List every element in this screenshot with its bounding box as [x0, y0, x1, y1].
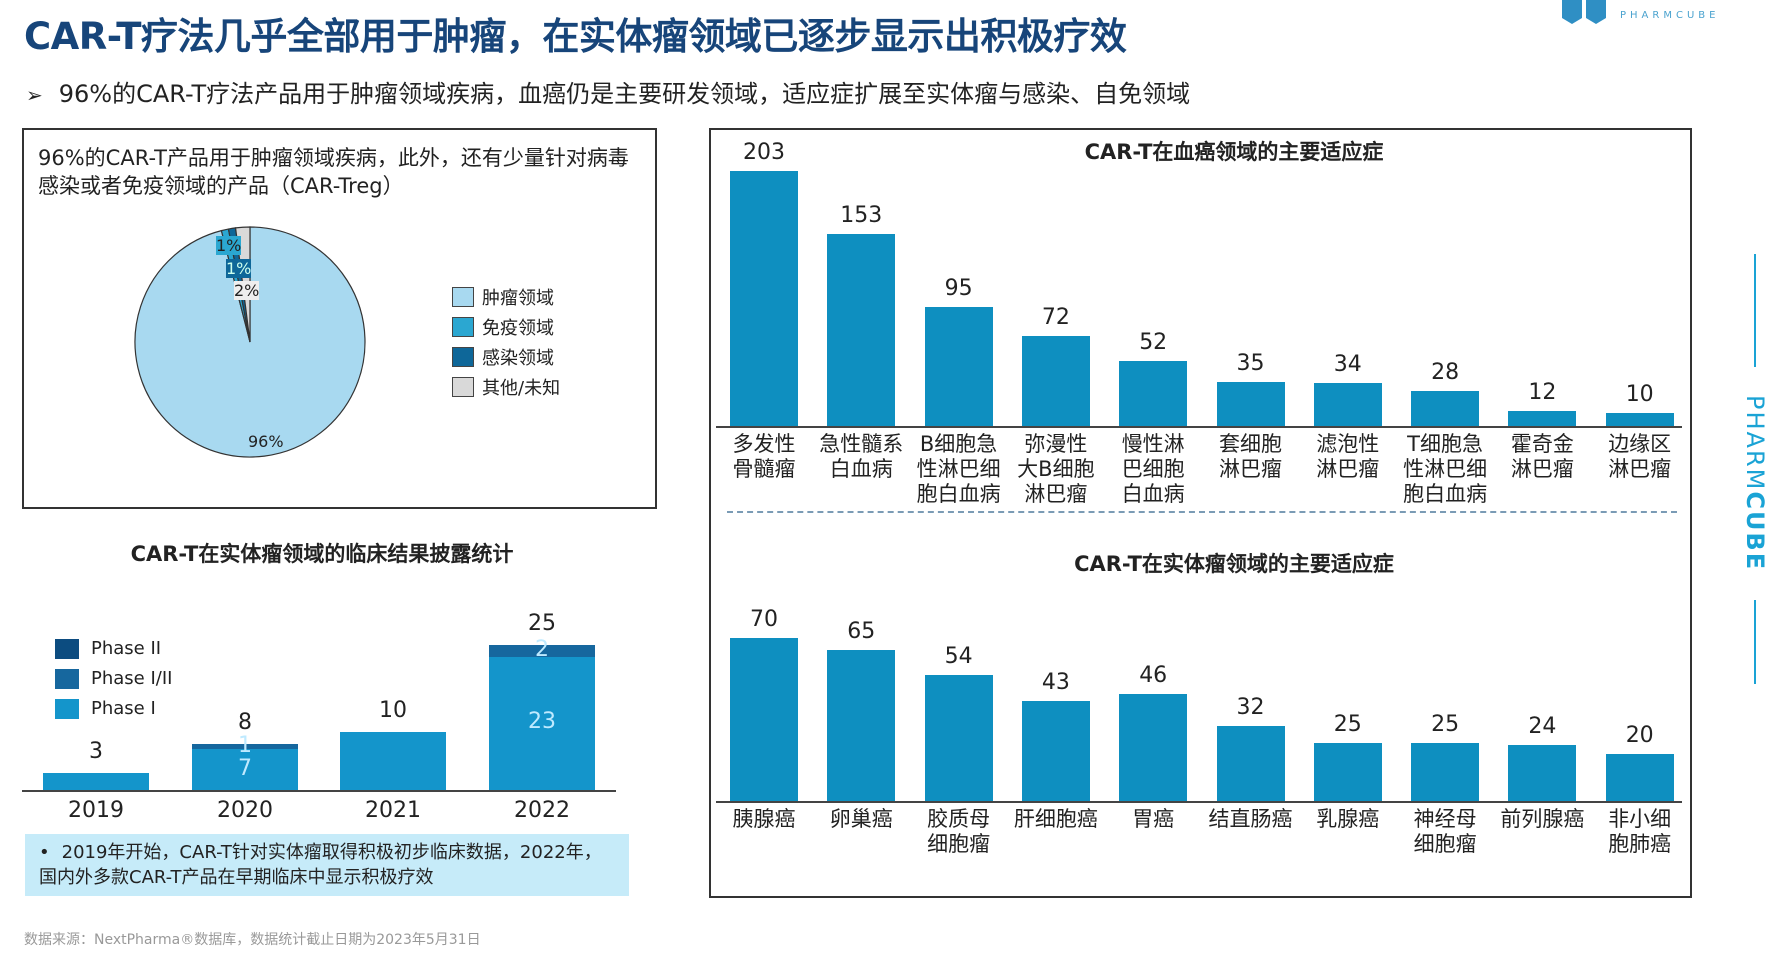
x-axis-line	[22, 790, 616, 792]
indications-panel	[709, 128, 1692, 898]
divider-dashed	[727, 511, 1677, 513]
legend-item: Phase I/II	[55, 668, 172, 689]
side-brand-light: PHARM	[1741, 395, 1769, 492]
pie-legend-item: 感染领域	[452, 344, 554, 370]
stacked-bar-segment	[489, 656, 595, 790]
segment-value-label: 1	[238, 732, 252, 758]
pie-legend-layer: 96% 肿瘤领域 1% 免疫领域 1% 感染领域 2% 其他/未知	[0, 0, 700, 520]
stacked-bar-segment	[43, 772, 149, 790]
bar-total-label: 3	[89, 738, 103, 764]
segment-value-label: 2	[535, 636, 549, 662]
logo-shield-icon	[1586, 0, 1606, 24]
logo-text: PHARMCUBE	[1620, 10, 1720, 21]
legend-item: Phase I	[55, 698, 156, 719]
legend-label: Phase I/II	[91, 668, 173, 689]
pie-data-label: 1%	[216, 236, 242, 255]
legend-swatch	[55, 698, 79, 719]
note-box: • 2019年开始，CAR-T针对实体瘤取得积极初步临床数据，2022年，国内外多…	[25, 834, 629, 896]
pie-description: 96%的CAR-T产品用于肿瘤领域疾病，此外，还有少量针对病毒感染或者免疫领域的…	[38, 146, 629, 198]
side-brand-bold: CUBE	[1741, 491, 1769, 572]
pie-legend-item: 其他/未知	[452, 374, 560, 400]
legend-swatch	[452, 347, 474, 367]
side-divider	[1754, 600, 1756, 684]
segment-value-label: 7	[238, 755, 252, 781]
page-subtitle: ➢ 96%的CAR-T疗法产品用于肿瘤领域疾病，血癌仍是主要研发领域，适应症扩展至…	[26, 74, 1190, 109]
legend-label: 肿瘤领域	[482, 288, 554, 309]
x-tick-label: 2022	[514, 798, 570, 823]
pie-panel: 96%的CAR-T产品用于肿瘤领域疾病，此外，还有少量针对病毒感染或者免疫领域的…	[22, 128, 657, 509]
x-tick-label: 2021	[365, 798, 421, 823]
pharmcube-logo: PHARMCUBE	[1562, 0, 1762, 30]
legend-label: 免疫领域	[482, 318, 554, 339]
segment-value-label: 23	[528, 709, 556, 735]
page-title: CAR-T疗法几乎全部用于肿瘤，在实体瘤领域已逐步显示出积极疗效	[24, 15, 1127, 58]
bar-total-label: 8	[238, 709, 252, 735]
note-bullet: •	[39, 842, 50, 863]
legend-swatch	[452, 287, 474, 307]
legend-swatch	[452, 317, 474, 337]
x-tick-label: 2020	[217, 798, 273, 823]
stacked-bar-segment	[192, 749, 298, 790]
x-tick-label: 2019	[68, 798, 124, 823]
legend-swatch	[452, 377, 474, 397]
pie-data-label: 2%	[234, 281, 260, 300]
bar-total-label: 25	[528, 611, 556, 636]
legend-label: Phase II	[91, 638, 162, 659]
pie-data-label: 1%	[226, 259, 252, 278]
legend-swatch	[55, 638, 79, 659]
note-text: 2019年开始，CAR-T针对实体瘤取得积极初步临床数据，2022年，国内外多款…	[39, 842, 602, 888]
legend-item: Phase II	[55, 638, 161, 659]
logo-shield-icon	[1562, 0, 1582, 24]
legend-label: 感染领域	[482, 348, 554, 369]
side-brand-text: PHARMCUBE	[1741, 395, 1769, 571]
legend-label: 其他/未知	[482, 378, 561, 399]
stacked-bar-chart: 3 2019 7 1 8 2020 10 2021 23 2 25 2022 Phase II Phase…	[0, 0, 700, 955]
bar-total-label: 10	[379, 698, 407, 723]
pie-data-label: 96%	[248, 432, 284, 451]
arrow-bullet-icon: ➢	[26, 83, 43, 107]
subtitle-text: 96%的CAR-T疗法产品用于肿瘤领域疾病，血癌仍是主要研发领域，适应症扩展至实…	[58, 80, 1191, 108]
stacked-chart-title: CAR-T在实体瘤领域的临床结果披露统计	[130, 542, 514, 566]
pie-legend-item: 免疫领域	[452, 314, 554, 340]
legend-swatch	[55, 668, 79, 689]
side-divider	[1754, 254, 1756, 367]
data-source-footer: 数据来源：NextPharma®数据库，数据统计截止日期为2023年5月31日	[24, 932, 481, 948]
stacked-bar-segment	[489, 645, 595, 657]
legend-label: Phase I	[91, 698, 156, 719]
pie-legend-item: 肿瘤领域	[452, 284, 554, 310]
stacked-bar-segment	[192, 743, 298, 750]
stacked-bar-segment	[340, 732, 446, 790]
